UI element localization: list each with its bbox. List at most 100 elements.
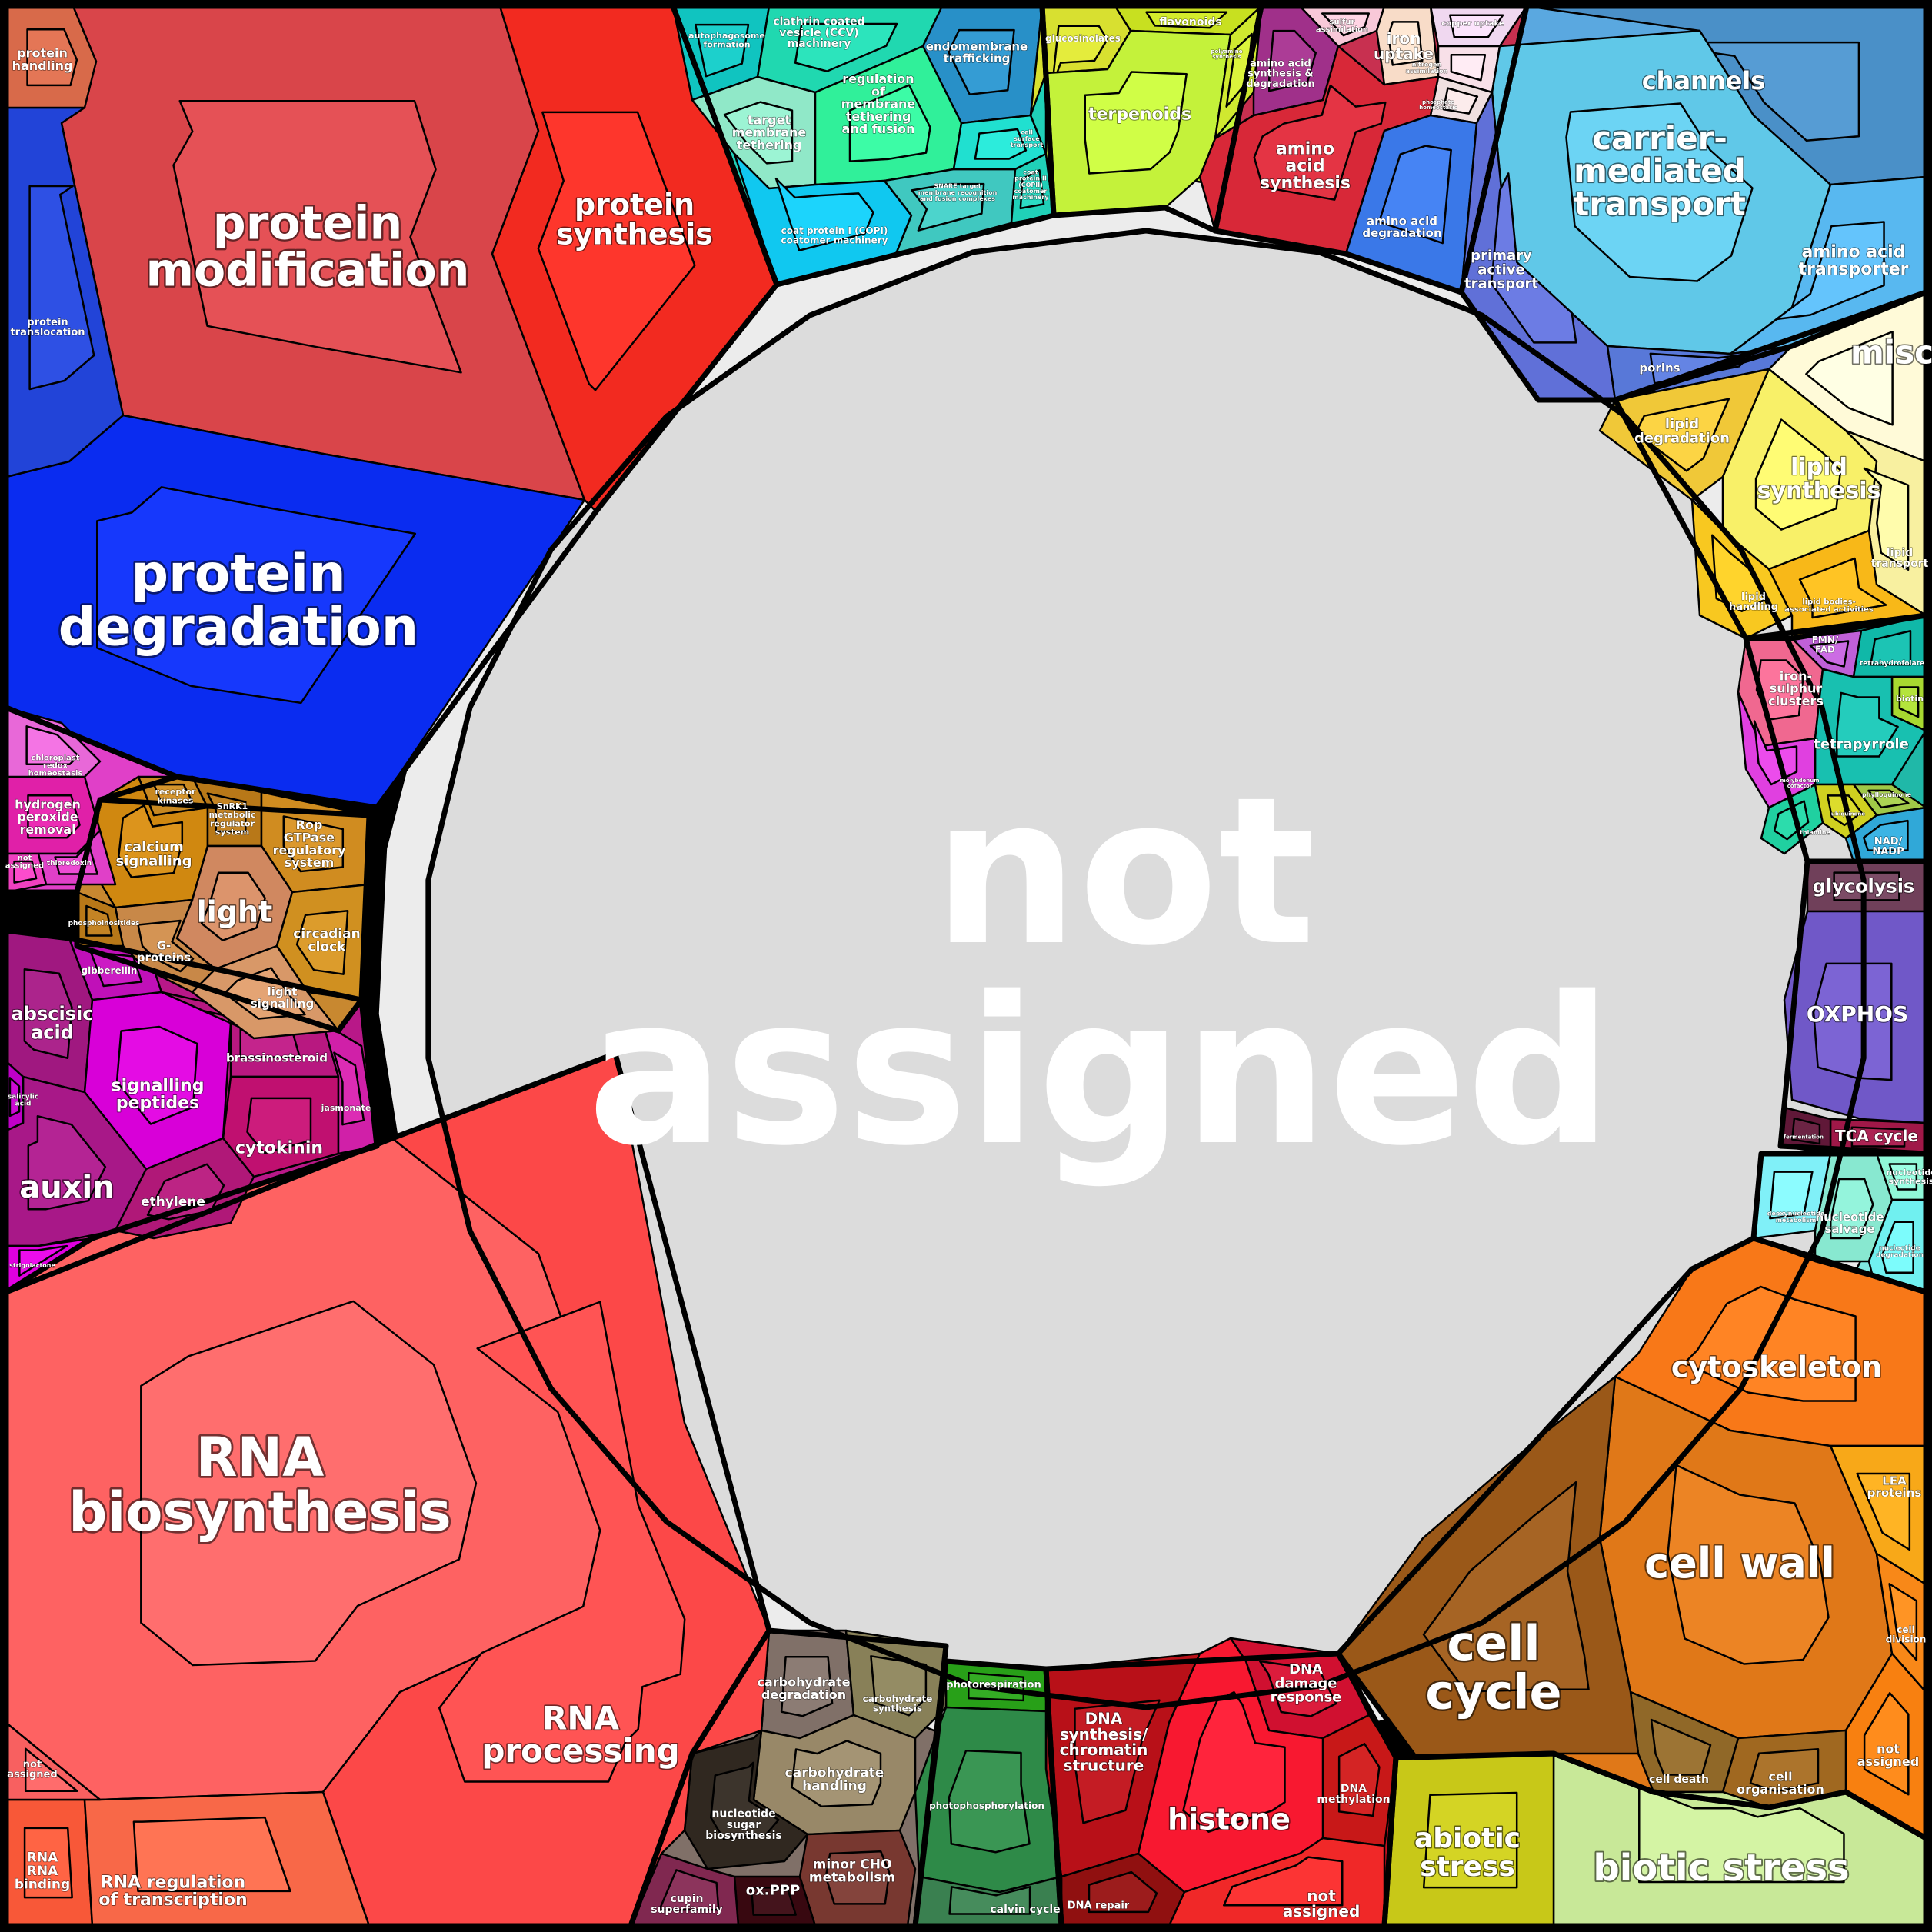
- light-signalling-label-line: light: [268, 985, 298, 999]
- cell-rna-processing-facet: [438, 1301, 686, 1783]
- cell-carbohydrate-handling-facet: [791, 1740, 882, 1807]
- cell-protein-handling[interactable]: [5, 5, 98, 109]
- cell-carrier-mediated-transport[interactable]: [1491, 29, 1832, 355]
- cell-clathrin-coated-vesicle[interactable]: [756, 5, 944, 94]
- photorespiration-label: photorespiration: [946, 1680, 1041, 1691]
- rna-processing-label-line: RNA: [542, 1699, 619, 1737]
- cell-coat-protein-copi-facet: [774, 177, 874, 251]
- flavonoids-label-line: flavonoids: [1159, 16, 1221, 28]
- protein-translocation-label-line: protein: [27, 317, 68, 328]
- cell-terpenoids-facet: [1084, 71, 1188, 175]
- regulation-of-membrane-tethering-label-line: and fusion: [842, 122, 915, 136]
- cell-rna-regulation-of-transcription[interactable]: [83, 1790, 371, 1927]
- dna-synthesis-chromatin-label: DNA synthesis/chromatin structure: [1060, 1709, 1148, 1774]
- cell-jasmonate-facet: [333, 1051, 365, 1126]
- carbohydrate-handling-label-line: carbohydrate: [785, 1765, 884, 1780]
- protein-synthesis-label-line: synthesis: [556, 218, 713, 251]
- carrier-mediated-transport-label-line: transport: [1574, 185, 1746, 223]
- cell-amino-acid-synthesis-degradation[interactable]: [1252, 5, 1340, 117]
- cell-lea-proteins-facet: [1856, 1472, 1911, 1551]
- carrier-mediated-transport-label-line: mediated: [1574, 152, 1746, 190]
- cell-cytokinin[interactable]: [222, 1075, 340, 1178]
- cell-cupin-superfamily[interactable]: [629, 1852, 740, 1927]
- biotic-stress-label-line: biotic stress: [1593, 1847, 1849, 1890]
- cell-deoxynucleotide-metabolism[interactable]: [1752, 1152, 1832, 1240]
- cell-snare-target-membrane[interactable]: [883, 168, 1017, 255]
- cell-not-assigned-dna-facet: [1223, 1856, 1344, 1907]
- cell-carbohydrate-handling[interactable]: [752, 1714, 917, 1836]
- nucleotide-degradation-label-line: degradation: [1876, 1252, 1924, 1260]
- cell-not-assigned-dna[interactable]: [1168, 1837, 1386, 1927]
- cell-signalling-peptides[interactable]: [83, 991, 232, 1171]
- cell-circadian-clock[interactable]: [275, 883, 371, 1001]
- cell-terpenoids[interactable]: [1044, 29, 1232, 217]
- cell-not-assigned-rna[interactable]: [5, 1721, 102, 1801]
- thiamine-label-line: thiamine: [1800, 829, 1830, 836]
- rna-rna-binding-label-line: binding: [15, 1877, 70, 1892]
- cell-tca-cycle[interactable]: [1829, 1118, 1927, 1155]
- cell-amino-acid-transporter-facet: [1775, 221, 1885, 321]
- cell-coat-protein-copii[interactable]: [1010, 152, 1055, 225]
- cell-nucleotide-synthesis-facet: [1888, 1163, 1918, 1191]
- photophosphorylation-label: photophosphorylation: [929, 1800, 1044, 1811]
- cell-protein-translocation[interactable]: [5, 106, 125, 478]
- iron-sulphur-clusters-label-line: iron-: [1780, 668, 1812, 683]
- clathrin-coated-vesicle-label: clathrin coated vesicle (CCV) machinery: [773, 16, 864, 51]
- cell-lipid-bodies-facet: [1798, 557, 1887, 619]
- endomembrane-trafficking-label-line: endomembrane: [926, 40, 1028, 54]
- lipid-transport-label-line: transport: [1871, 558, 1929, 570]
- cytoskeleton-label: cytoskeleton: [1671, 1350, 1882, 1384]
- chloroplast-redox-homeostasis-label-line: homeostasis: [28, 770, 83, 778]
- tetrahydrofolate-label-line: tetrahydrofolate: [1860, 660, 1924, 668]
- channels-label: channels: [1642, 66, 1766, 95]
- cell-protein-degradation[interactable]: [5, 414, 586, 809]
- dna-methylation-label-line: DNA: [1341, 1783, 1367, 1795]
- cell-rna-biosynthesis[interactable]: [5, 1137, 617, 1801]
- not-assigned-redox-label: not assigned: [5, 854, 44, 870]
- cell-amino-acid-synthesis[interactable]: [1198, 45, 1440, 255]
- cell-dna-methylation[interactable]: [1321, 1714, 1397, 1847]
- cell-nucleotide-sugar-biosynthesis[interactable]: [683, 1729, 809, 1870]
- cell-jasmonate[interactable]: [321, 1021, 378, 1155]
- cell-cell-surface-transport[interactable]: [952, 114, 1048, 171]
- cell-abiotic-stress[interactable]: [1383, 1752, 1555, 1927]
- cell-oxphos[interactable]: [1783, 910, 1927, 1124]
- sulfur-assimilation-label-line: assimilation: [1316, 26, 1368, 35]
- rop-gtpase-label-line: system: [285, 855, 335, 870]
- cytoskeleton-label-line: cytoskeleton: [1671, 1350, 1882, 1384]
- cell-thioredoxin[interactable]: [37, 829, 117, 886]
- nucleotide-synthesis-label: nucleotide synthesis: [1886, 1168, 1932, 1186]
- lipid-degradation-label: lipid degradation: [1634, 416, 1730, 446]
- target-membrane-tethering-label-line: membrane: [732, 125, 807, 140]
- cell-phosphoinositides[interactable]: [75, 891, 125, 948]
- cell-flavonoids[interactable]: [1114, 5, 1263, 36]
- rna-processing-label-line: processing: [481, 1732, 679, 1770]
- cell-ethylene[interactable]: [114, 1137, 255, 1240]
- cell-endomembrane-trafficking[interactable]: [921, 5, 1044, 125]
- cell-chloroplast-redox-homeostasis-facet: [25, 725, 79, 766]
- cell-rop-gtpase[interactable]: [260, 791, 371, 894]
- cell-cell-cycle[interactable]: [1337, 1375, 1640, 1759]
- cell-coat-protein-copi[interactable]: [733, 152, 913, 286]
- polyamine-synthesis-label-line: polyamine: [1211, 48, 1243, 55]
- cell-chloroplast-redox-homeostasis[interactable]: [5, 706, 102, 778]
- cell-cell-organisation[interactable]: [1721, 1729, 1847, 1809]
- cell-auxin[interactable]: [5, 1075, 148, 1247]
- protein-modification-label: protein modification: [146, 196, 470, 297]
- molybdenum-cofactor-label-line: molybdenum: [1780, 778, 1819, 784]
- cell-carbohydrate-synthesis[interactable]: [844, 1629, 948, 1740]
- phosphate-homeostasis-label-line: phosphate: [1422, 99, 1454, 105]
- cell-tetrapyrrole[interactable]: [1814, 668, 1927, 786]
- rop-gtpase-label-line: regulatory: [273, 843, 346, 858]
- snrk1-label-line: SnRK1: [217, 801, 248, 811]
- glucosinolates-label: glucosinolates: [1045, 33, 1121, 44]
- cell-nad-nadp[interactable]: [1844, 806, 1927, 863]
- cell-amino-acid-degradation[interactable]: [1344, 114, 1478, 294]
- cell-protein-modification[interactable]: [60, 5, 586, 501]
- cell-fmn-fad[interactable]: [1790, 629, 1863, 678]
- cell-photophosphorylation[interactable]: [914, 1706, 1063, 1894]
- cell-hydrogen-peroxide-removal[interactable]: [5, 775, 102, 855]
- cell-dna-repair[interactable]: [1060, 1852, 1186, 1927]
- nad-nadp-label: NAD/NADP: [1872, 836, 1904, 858]
- lea-proteins-label: LEA proteins: [1867, 1474, 1922, 1500]
